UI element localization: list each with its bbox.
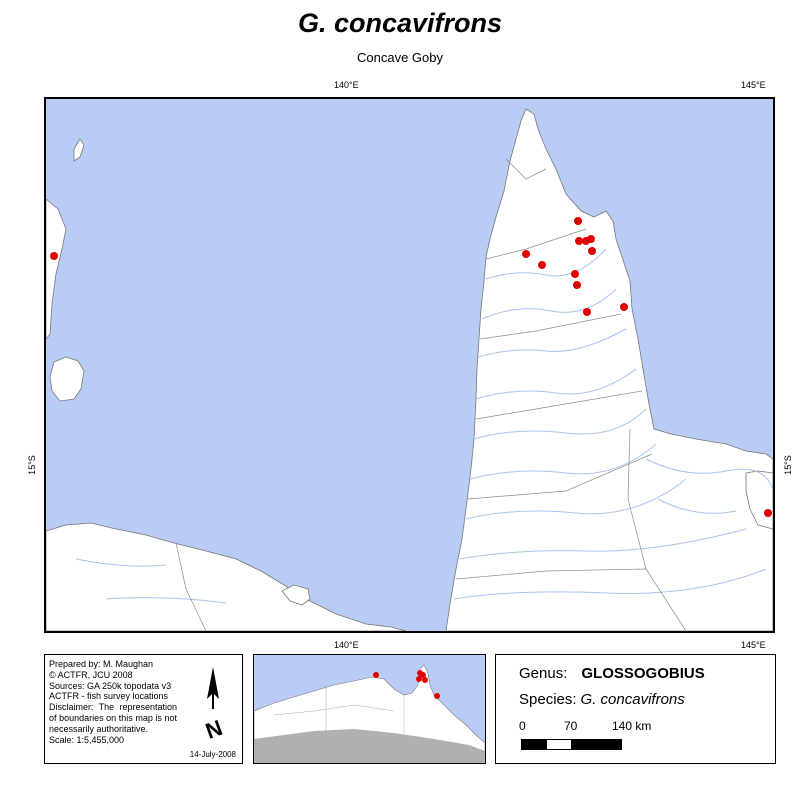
west-coast-strip	[46, 198, 67, 340]
disclaimer: Disclaimer: The representation of bounda…	[49, 702, 177, 734]
prepared-by: Prepared by: M. Maughan	[49, 659, 154, 669]
copyright: © ACTFR, JCU 2008	[49, 669, 133, 680]
record-point[interactable]	[620, 303, 628, 311]
lat-label-left-15s: 15°S	[26, 455, 37, 475]
lon-label-bottom-140: 140°E	[334, 640, 359, 650]
island-left	[49, 356, 85, 402]
record-point[interactable]	[573, 281, 581, 289]
record-point[interactable]	[571, 270, 579, 278]
record-point[interactable]	[574, 217, 582, 225]
main-map-canvas	[46, 99, 773, 631]
islet-bottom	[281, 584, 311, 606]
scale-label-70: 70	[564, 719, 578, 733]
scale-ratio: Scale: 1:5,455,000	[49, 734, 125, 745]
inset-interior-grey	[254, 729, 485, 763]
islet-north	[73, 138, 85, 162]
map-date: 14-July-2008	[189, 750, 236, 759]
record-point[interactable]	[538, 261, 546, 269]
inset-map[interactable]	[253, 654, 486, 764]
species-label: Species:	[519, 691, 577, 708]
lon-label-top-140: 140°E	[334, 80, 359, 90]
scale-bar	[521, 739, 622, 750]
record-point[interactable]	[583, 308, 591, 316]
inset-record-point	[422, 677, 428, 683]
inset-map-canvas	[254, 655, 485, 763]
record-point[interactable]	[522, 250, 530, 258]
map-title: G. concavifrons	[297, 8, 503, 38]
lon-label-top-145: 145°E	[741, 80, 766, 90]
north-label: N	[202, 715, 225, 741]
survey-records	[50, 217, 772, 517]
species-value: G. concavifrons	[580, 691, 685, 708]
rivers	[75, 248, 773, 604]
map-subtitle: Concave Goby	[357, 50, 443, 65]
inset-records	[373, 670, 440, 699]
genus-row: Genus: GLOSSOGOBIUS	[519, 665, 705, 682]
lon-label-bottom-145: 145°E	[741, 640, 766, 650]
inset-record-point	[420, 672, 426, 678]
scale-label-0: 0	[519, 719, 526, 733]
species-row: Species: G. concavifrons	[519, 691, 685, 708]
info-text: Prepared by: M. Maughan © ACTFR, JCU 200…	[49, 659, 177, 745]
inset-boundaries	[273, 685, 405, 763]
genus-value: GLOSSOGOBIUS	[581, 665, 705, 682]
main-map[interactable]	[44, 97, 775, 633]
sources-survey: ACTFR - fish survey locations	[49, 691, 169, 702]
gulf-west-coast-land	[46, 522, 407, 631]
record-point[interactable]	[50, 252, 58, 260]
info-panel: Prepared by: M. Maughan © ACTFR, JCU 200…	[44, 654, 243, 764]
scale-label-140: 140 km	[612, 719, 652, 733]
record-point[interactable]	[587, 235, 595, 243]
sources: Sources: GA 250k topodata v3	[49, 680, 172, 691]
genus-label: Genus:	[519, 665, 568, 682]
catchment-boundaries	[175, 158, 687, 631]
lat-label-right-15s: 15°S	[782, 455, 793, 475]
cape-york-peninsula	[445, 108, 773, 631]
legend-panel: Genus: GLOSSOGOBIUS Species: G. concavifro…	[495, 654, 776, 764]
record-point[interactable]	[764, 509, 772, 517]
record-point[interactable]	[575, 237, 583, 245]
record-point[interactable]	[588, 247, 596, 255]
inset-record-point	[373, 672, 379, 678]
north-arrow-icon: N	[202, 667, 225, 741]
inset-record-point	[416, 676, 422, 682]
inset-record-point	[434, 693, 440, 699]
